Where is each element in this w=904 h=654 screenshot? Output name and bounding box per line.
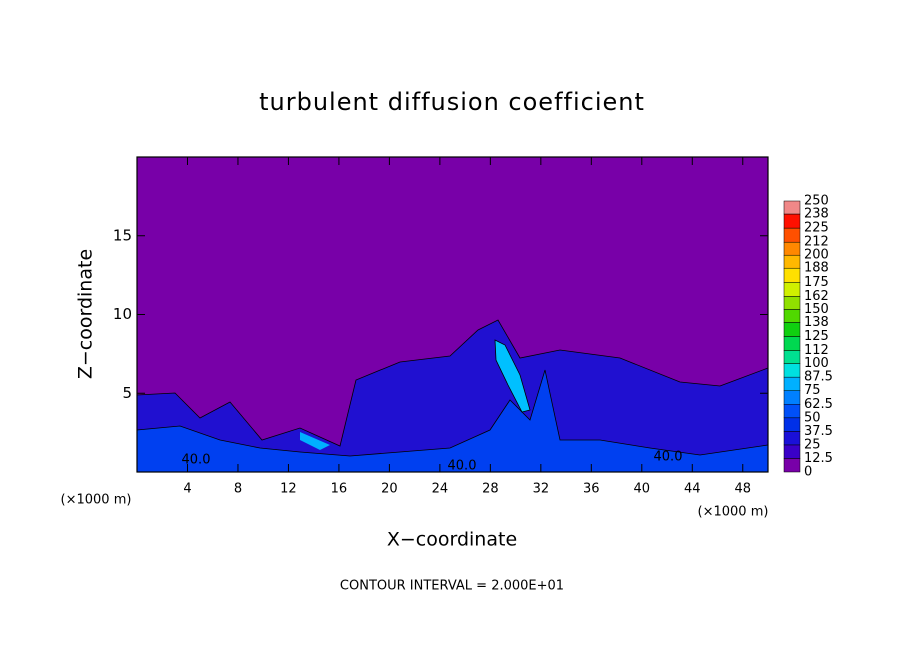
colorbar-label: 162 — [804, 289, 829, 304]
x-tick-label: 20 — [381, 482, 398, 497]
contour-fill — [300, 432, 330, 450]
colorbar-label: 175 — [804, 275, 829, 290]
x-tick-label: 40 — [634, 482, 651, 497]
contour-label: 40.0 — [182, 453, 211, 468]
colorbar-bin — [783, 431, 801, 446]
colorbar-label: 50 — [804, 410, 821, 425]
colorbar-bin — [783, 390, 801, 405]
x-tick-label: 16 — [331, 482, 348, 497]
x-tick-label: 36 — [583, 482, 600, 497]
colorbar-label: 75 — [804, 383, 821, 398]
colorbar-label: 62.5 — [804, 397, 833, 412]
colorbar-label: 87.5 — [804, 370, 833, 385]
colorbar-bin — [783, 296, 801, 310]
x-tick-label: 24 — [432, 482, 449, 497]
x-tick-label: 4 — [183, 482, 191, 497]
colorbar-label: 150 — [804, 302, 829, 317]
colorbar-bin — [783, 336, 801, 351]
colorbar-label: 238 — [804, 207, 829, 222]
x-tick-label: 32 — [533, 482, 550, 497]
contour-label: 40.0 — [654, 450, 683, 465]
x-unit: (×1000 m) — [698, 505, 769, 520]
contour-fill — [136, 319, 769, 473]
colorbar-label: 25 — [804, 437, 821, 452]
colorbar-bin — [783, 363, 801, 378]
colorbar-bin — [783, 322, 801, 337]
colorbar-label: 125 — [804, 329, 829, 344]
colorbar-label: 100 — [804, 356, 829, 371]
colorbar-bin — [783, 309, 801, 323]
contour-fill — [494, 339, 531, 413]
colorbar-label: 225 — [804, 221, 829, 236]
colorbar-label: 200 — [804, 248, 829, 263]
x-tick-label: 44 — [684, 482, 701, 497]
colorbar-bin — [783, 267, 801, 283]
colorbar-bin — [783, 241, 801, 256]
colorbar-bin — [783, 404, 801, 419]
colorbar-label: 138 — [804, 315, 829, 330]
colorbar-bin — [783, 282, 801, 297]
contour-field — [136, 157, 769, 473]
colorbar-label: 212 — [804, 235, 829, 250]
y-tick-label: 5 — [122, 384, 132, 402]
x-axis-label: X−coordinate — [387, 529, 517, 551]
colorbar-bin — [783, 444, 801, 459]
colorbar-bin — [783, 417, 801, 432]
colorbar-bin — [783, 200, 801, 215]
x-tick-label: 48 — [734, 482, 751, 497]
y-tick-label: 10 — [113, 305, 132, 323]
colorbar-bin — [783, 458, 801, 473]
y-tick-label: 15 — [113, 226, 132, 244]
colorbar-bin — [783, 376, 801, 391]
x-unit: (×1000 m) — [61, 493, 132, 508]
colorbar-label: 37.5 — [804, 424, 833, 439]
colorbar-label: 12.5 — [804, 451, 833, 466]
x-tick-label: 28 — [482, 482, 499, 497]
colorbar-bin — [783, 227, 801, 243]
annotation: CONTOUR INTERVAL = 2.000E+01 — [340, 579, 564, 594]
x-tick-label: 8 — [234, 482, 242, 497]
colorbar-bin — [783, 213, 801, 229]
colorbar-bin — [783, 350, 801, 364]
colorbar-label: 112 — [804, 343, 829, 358]
y-axis-label: Z−coordinate — [75, 249, 97, 379]
colorbar-label: 0 — [804, 465, 812, 480]
x-tick-label: 12 — [280, 482, 297, 497]
chart-title: turbulent diffusion coefficient — [259, 88, 645, 116]
colorbar-label: 250 — [804, 194, 829, 209]
colorbar-label: 188 — [804, 261, 829, 276]
contour-label: 40.0 — [448, 459, 477, 474]
contour-fill — [136, 369, 769, 473]
colorbar-bin — [783, 254, 801, 269]
